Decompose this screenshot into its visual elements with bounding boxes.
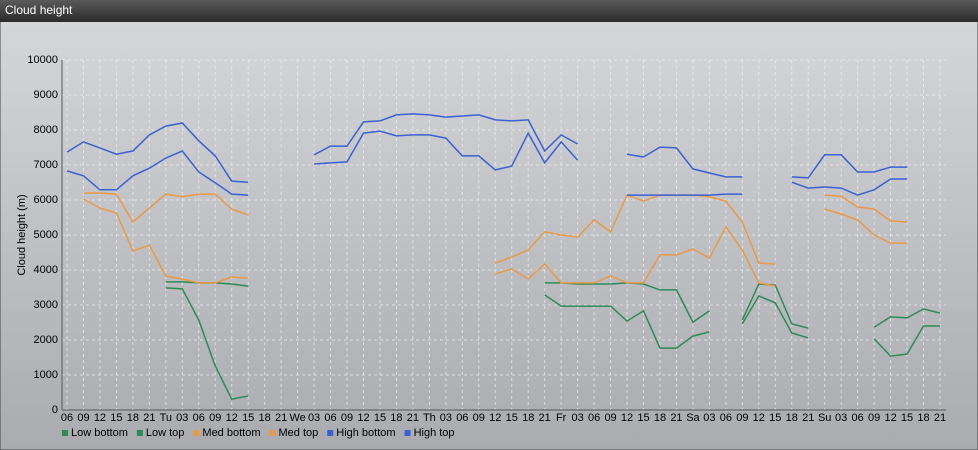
series-line (83, 198, 908, 287)
x-tick-label: 09 (473, 412, 485, 424)
x-tick-label: 06 (193, 412, 205, 424)
x-tick-label: Su (818, 412, 831, 424)
x-tick-label: Fr (556, 412, 567, 424)
x-tick-label: 15 (242, 412, 254, 424)
x-tick-label: 15 (637, 412, 649, 424)
legend-label: Low bottom (71, 427, 128, 439)
x-tick-label: 06 (588, 412, 600, 424)
x-tick-label: Tu (160, 412, 172, 424)
x-tick-label: 12 (94, 412, 106, 424)
series-line (83, 192, 908, 265)
x-tick-label: 21 (143, 412, 155, 424)
x-tick-label: 15 (901, 412, 913, 424)
chart-title: Cloud height (5, 3, 73, 17)
legend-swatch (327, 430, 334, 436)
legend-label: High top (414, 427, 455, 439)
legend-label: Med bottom (202, 427, 260, 439)
title-bar (0, 0, 978, 22)
x-tick-label: Sa (686, 412, 700, 424)
x-tick-label: 09 (604, 412, 616, 424)
x-tick-label: 12 (884, 412, 896, 424)
x-tick-label: 21 (275, 412, 287, 424)
x-tick-label: 21 (539, 412, 551, 424)
x-tick-label: 06 (61, 412, 73, 424)
x-tick-label: 03 (176, 412, 188, 424)
x-tick-label: 18 (917, 412, 929, 424)
legend-swatch (269, 430, 276, 436)
legend-label: High bottom (336, 427, 395, 439)
y-tick-label: 10000 (27, 54, 58, 66)
x-tick-label: 18 (522, 412, 534, 424)
x-tick-label: We (289, 412, 305, 424)
x-tick-label: 15 (506, 412, 518, 424)
x-tick-label: 09 (341, 412, 353, 424)
y-tick-label: 0 (52, 404, 58, 416)
y-axis-label: Cloud height (m) (16, 194, 28, 275)
y-tick-label: 7000 (34, 159, 58, 171)
series-line (66, 113, 908, 183)
x-tick-label: 03 (440, 412, 452, 424)
x-tick-label: 18 (654, 412, 666, 424)
y-tick-label: 5000 (34, 229, 58, 241)
x-tick-label: 12 (753, 412, 765, 424)
y-tick-label: 6000 (34, 194, 58, 206)
x-tick-label: 12 (621, 412, 633, 424)
legend-label: Med top (279, 427, 319, 439)
x-tick-label: 21 (802, 412, 814, 424)
x-tick-label: 18 (259, 412, 271, 424)
legend-swatch (193, 430, 200, 436)
x-tick-label: 06 (852, 412, 864, 424)
legend-swatch (136, 430, 143, 436)
x-tick-label: 06 (456, 412, 468, 424)
y-tick-label: 3000 (34, 299, 58, 311)
x-tick-label: 15 (110, 412, 122, 424)
legend-swatch (404, 430, 411, 436)
x-tick-label: 09 (77, 412, 89, 424)
y-tick-label: 9000 (34, 89, 58, 101)
legend-swatch (62, 430, 68, 436)
x-tick-label: 09 (736, 412, 748, 424)
y-tick-label: 8000 (34, 124, 58, 136)
x-tick-label: 03 (703, 412, 715, 424)
x-tick-label: 18 (390, 412, 402, 424)
x-tick-label: 03 (571, 412, 583, 424)
x-tick-label: 03 (308, 412, 320, 424)
y-tick-label: 2000 (34, 334, 58, 346)
legend-label: Low top (146, 427, 185, 439)
x-tick-label: 21 (407, 412, 419, 424)
x-tick-label: 12 (357, 412, 369, 424)
series-line (165, 287, 940, 400)
x-tick-label: 15 (374, 412, 386, 424)
x-tick-label: 21 (934, 412, 946, 424)
x-tick-label: 03 (835, 412, 847, 424)
y-tick-label: 4000 (34, 264, 58, 276)
x-tick-label: Th (423, 412, 436, 424)
x-tick-label: 09 (868, 412, 880, 424)
x-tick-label: 06 (720, 412, 732, 424)
x-tick-label: 12 (489, 412, 501, 424)
series-line (66, 130, 908, 196)
x-tick-label: 12 (226, 412, 238, 424)
x-tick-label: 06 (324, 412, 336, 424)
x-tick-label: 18 (127, 412, 139, 424)
x-tick-label: 09 (209, 412, 221, 424)
x-tick-label: 21 (670, 412, 682, 424)
y-tick-label: 1000 (34, 369, 58, 381)
x-tick-label: 15 (769, 412, 781, 424)
x-tick-label: 18 (786, 412, 798, 424)
